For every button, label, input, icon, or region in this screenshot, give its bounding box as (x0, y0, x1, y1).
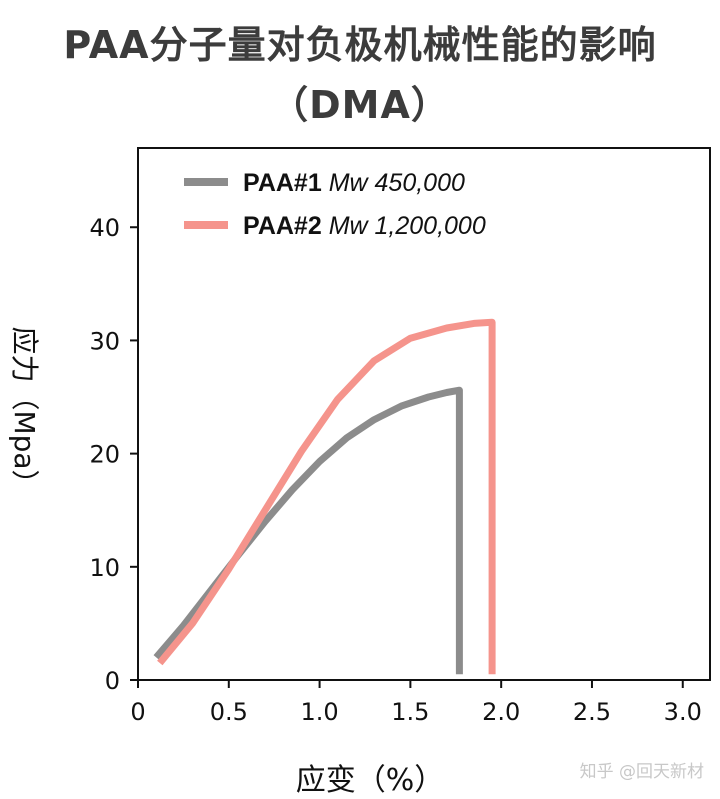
y-tick-label: 40 (89, 214, 120, 242)
x-tick-label: 1.0 (301, 698, 339, 726)
legend-entry-1: PAA#1 Mw 450,000 (243, 169, 465, 197)
plot-frame (137, 147, 711, 681)
x-tick-label: 2.5 (573, 698, 611, 726)
y-axis-label: 应力（Mpa） (8, 326, 41, 498)
axis-ticks: 0 0.5 1.0 1.5 2.0 2.5 3.0 0 10 20 30 40 (89, 214, 701, 726)
legend-series-mw: Mw 450,000 (329, 169, 465, 197)
series-line-1 (153, 386, 463, 675)
y-tick-label: 0 (105, 667, 120, 695)
y-tick-label: 20 (89, 441, 120, 469)
y-tick-label: 30 (89, 327, 120, 355)
y-tick-label: 10 (89, 554, 120, 582)
legend-series-name: PAA#2 (243, 212, 329, 240)
x-axis-label: 应变（%） (295, 763, 445, 798)
watermark: 知乎 @回天新材 (579, 762, 704, 782)
x-tick-label: 2.0 (482, 698, 520, 726)
legend-series-mw: Mw 1,200,000 (329, 212, 486, 240)
x-tick-label: 0 (130, 698, 145, 726)
series-layer (153, 318, 496, 675)
chart-title-line1: PAA分子量对负极机械性能的影响 (63, 23, 657, 67)
chart-title-line2: （DMA） (270, 83, 450, 127)
series-line-2 (157, 318, 496, 675)
x-tick-label: 1.5 (391, 698, 429, 726)
x-tick-label: 3.0 (664, 698, 702, 726)
legend-series-name: PAA#1 (243, 169, 329, 197)
x-tick-label: 0.5 (210, 698, 248, 726)
legend-entry-2: PAA#2 Mw 1,200,000 (243, 212, 486, 240)
